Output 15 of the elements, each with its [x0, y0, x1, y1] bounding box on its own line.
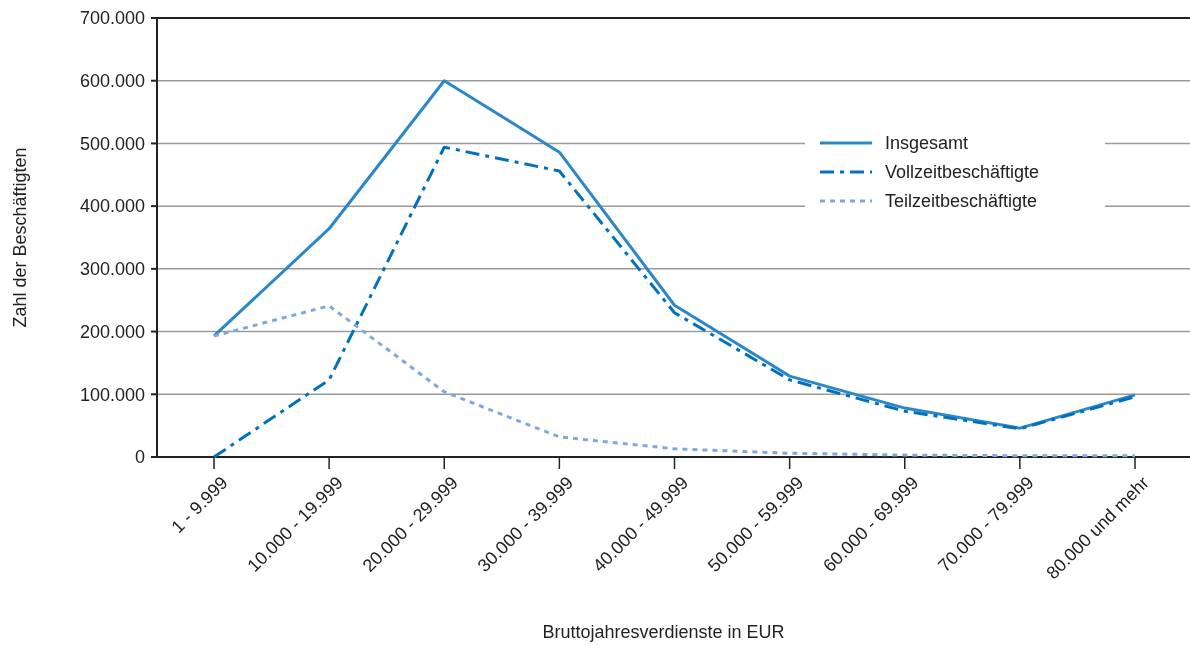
y-tick-label: 400.000 [79, 196, 145, 217]
x-axis-title: Bruttojahresverdienste in EUR [542, 622, 785, 642]
y-tick-label: 200.000 [79, 321, 145, 342]
y-axis-title: Zahl der Beschäftigten [10, 147, 30, 328]
line-series [212, 79, 1137, 430]
line-series [212, 304, 1137, 458]
y-tick-label: 600.000 [79, 71, 145, 92]
y-tick-label: 100.000 [79, 384, 145, 405]
y-tick-label: 300.000 [79, 259, 145, 280]
legend-label: Insgesamt [885, 133, 969, 154]
legend-label: Vollzeitbeschäftigte [885, 162, 1040, 183]
y-tick-label: 700.000 [79, 8, 145, 29]
y-tick-label: 0 [134, 447, 145, 468]
legend-label: Teilzeitbeschäftigte [885, 191, 1038, 212]
y-tick-label: 500.000 [79, 133, 145, 154]
